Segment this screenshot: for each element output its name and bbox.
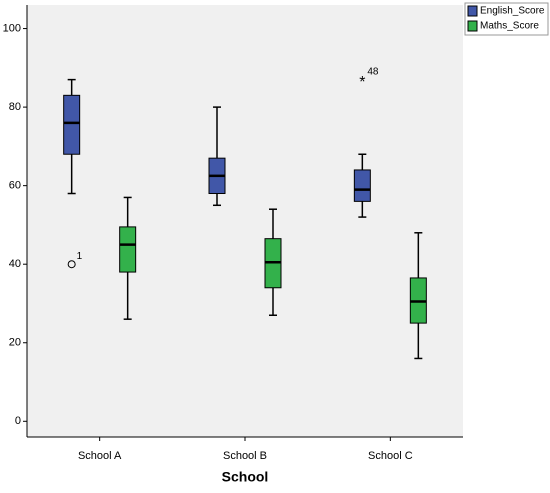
outlier-label: 48 (367, 66, 379, 77)
legend (464, 2, 549, 36)
outlier-label: 1 (77, 251, 83, 262)
y-tick-label: 40 (9, 258, 21, 270)
y-tick-label: 80 (9, 101, 21, 113)
legend-label: English_Score (480, 6, 545, 17)
legend-label: Maths_Score (480, 21, 539, 32)
box (353, 169, 371, 202)
x-tick-label: School A (78, 450, 122, 462)
y-tick-label: 20 (9, 337, 21, 349)
plot-area (27, 5, 463, 437)
y-tick-label: 60 (9, 180, 21, 192)
box (63, 94, 81, 155)
box (119, 226, 137, 273)
x-tick-label: School C (368, 450, 413, 462)
legend-swatch (467, 5, 478, 17)
y-tick-label: 100 (3, 22, 21, 34)
x-axis-title: School (222, 469, 269, 485)
x-tick-label: School B (223, 450, 267, 462)
legend-swatch (467, 20, 478, 32)
y-tick-label: 0 (15, 415, 21, 427)
outlier-marker (67, 260, 76, 269)
extreme-marker: * (359, 74, 365, 91)
